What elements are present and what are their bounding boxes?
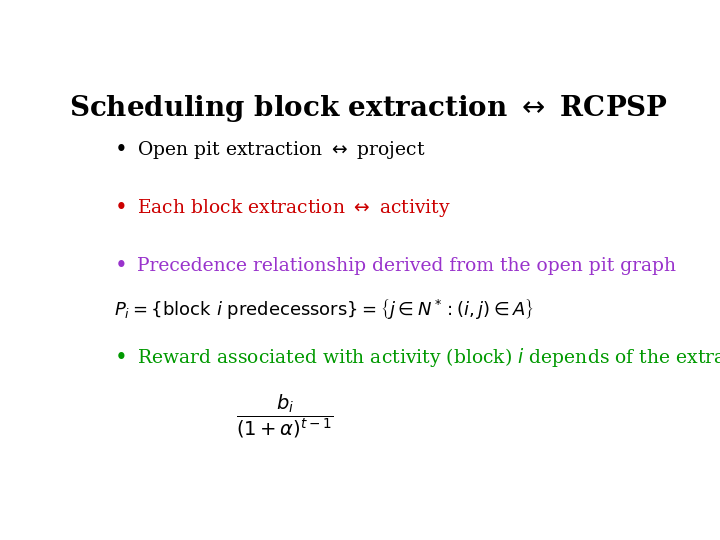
Text: Precedence relationship derived from the open pit graph: Precedence relationship derived from the… <box>138 258 676 275</box>
Text: Scheduling block extraction $\leftrightarrow$ RCPSP: Scheduling block extraction $\leftrighta… <box>70 93 668 124</box>
Text: Reward associated with activity (block) $i$ depends of the extraction period $t$: Reward associated with activity (block) … <box>138 347 720 369</box>
Text: $\dfrac{b_i}{(1+\alpha)^{t-1}}$: $\dfrac{b_i}{(1+\alpha)^{t-1}}$ <box>236 392 334 440</box>
Text: Open pit extraction $\leftrightarrow$ project: Open pit extraction $\leftrightarrow$ pr… <box>138 139 426 161</box>
Text: •: • <box>114 139 127 161</box>
Text: Each block extraction $\leftrightarrow$ activity: Each block extraction $\leftrightarrow$ … <box>138 197 451 219</box>
Text: •: • <box>114 347 127 369</box>
Text: •: • <box>114 197 127 219</box>
Text: $P_i = \{\mathrm{block}\ i\ \mathrm{predecessors}\} = \left\{j \in N^* : (i,j) \: $P_i = \{\mathrm{block}\ i\ \mathrm{pred… <box>114 295 534 321</box>
Text: •: • <box>114 255 127 278</box>
